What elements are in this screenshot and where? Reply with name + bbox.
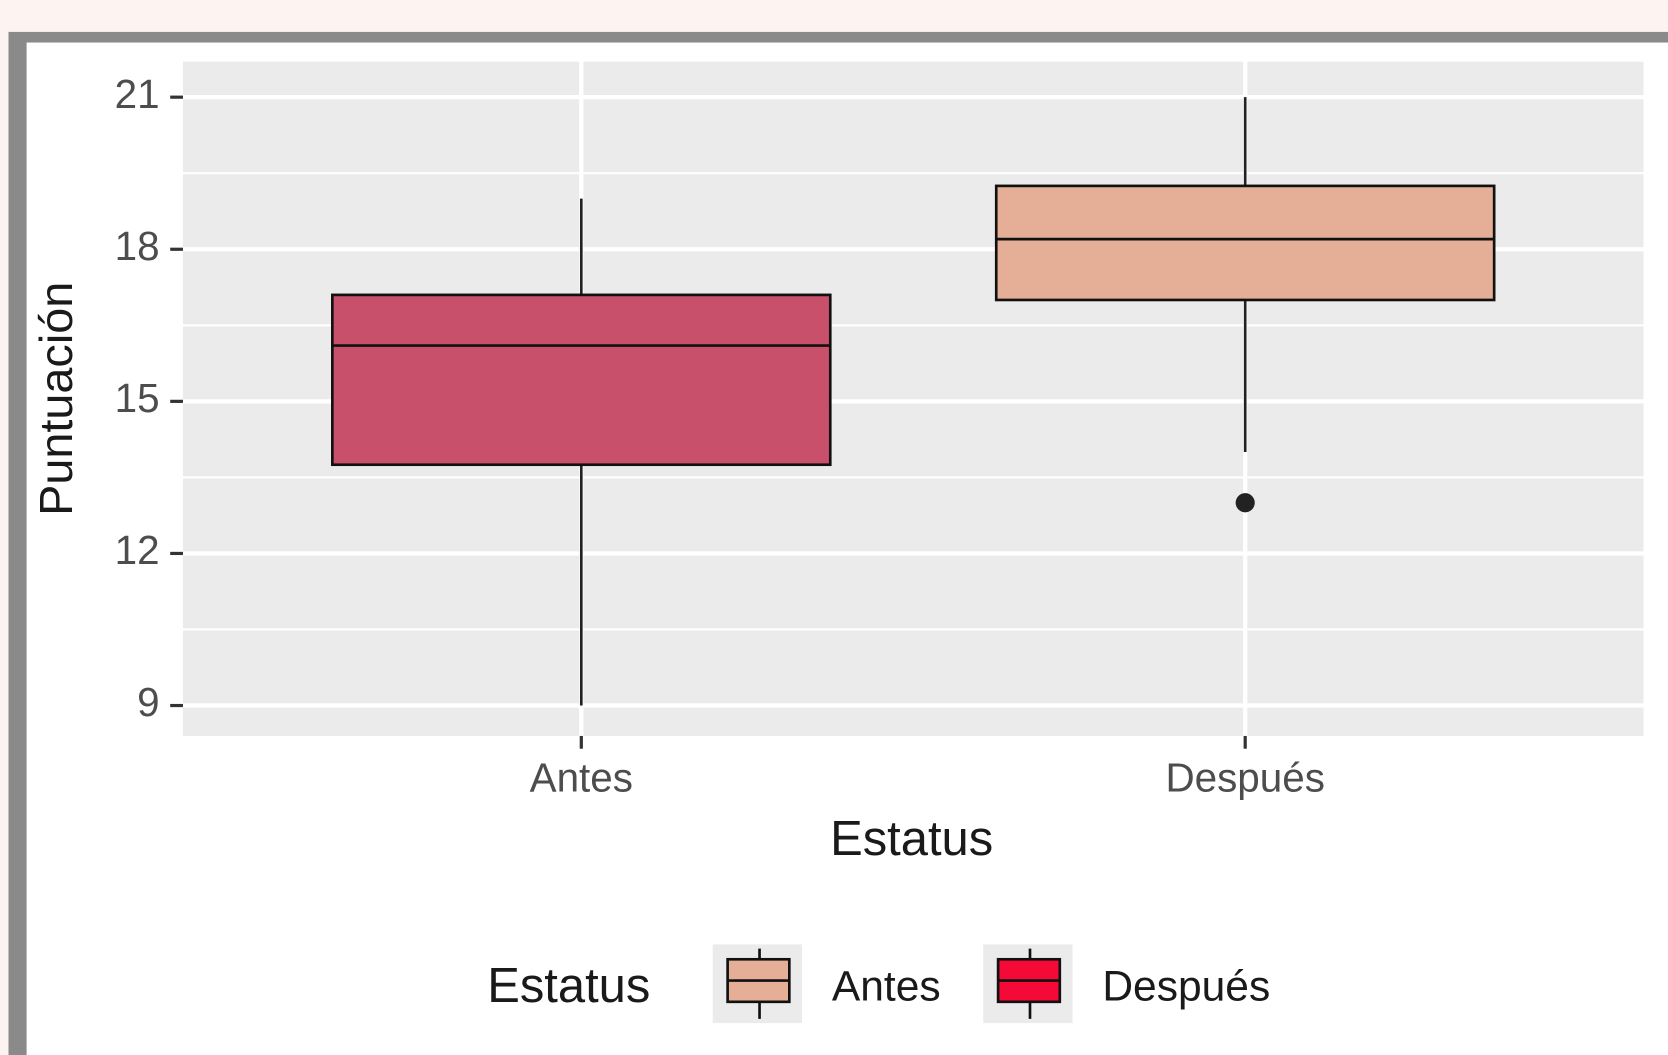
- legend-label: Después: [1102, 962, 1270, 1010]
- legend-title: Estatus: [487, 959, 650, 1013]
- y-tick-label: 21: [115, 71, 160, 117]
- x-axis-label: Estatus: [830, 812, 993, 866]
- y-axis-label: Puntuación: [30, 282, 82, 516]
- y-tick-label: 15: [115, 375, 160, 421]
- box-body: [994, 184, 1496, 302]
- box-body: [331, 293, 832, 467]
- outlier: [1235, 493, 1255, 513]
- x-tick-label: Antes: [530, 754, 633, 800]
- y-tick-label: 18: [115, 223, 160, 269]
- y-tick-label: 9: [137, 679, 159, 725]
- legend-label: Antes: [832, 962, 941, 1010]
- y-tick-label: 12: [115, 527, 160, 573]
- x-tick-label: Después: [1165, 754, 1325, 800]
